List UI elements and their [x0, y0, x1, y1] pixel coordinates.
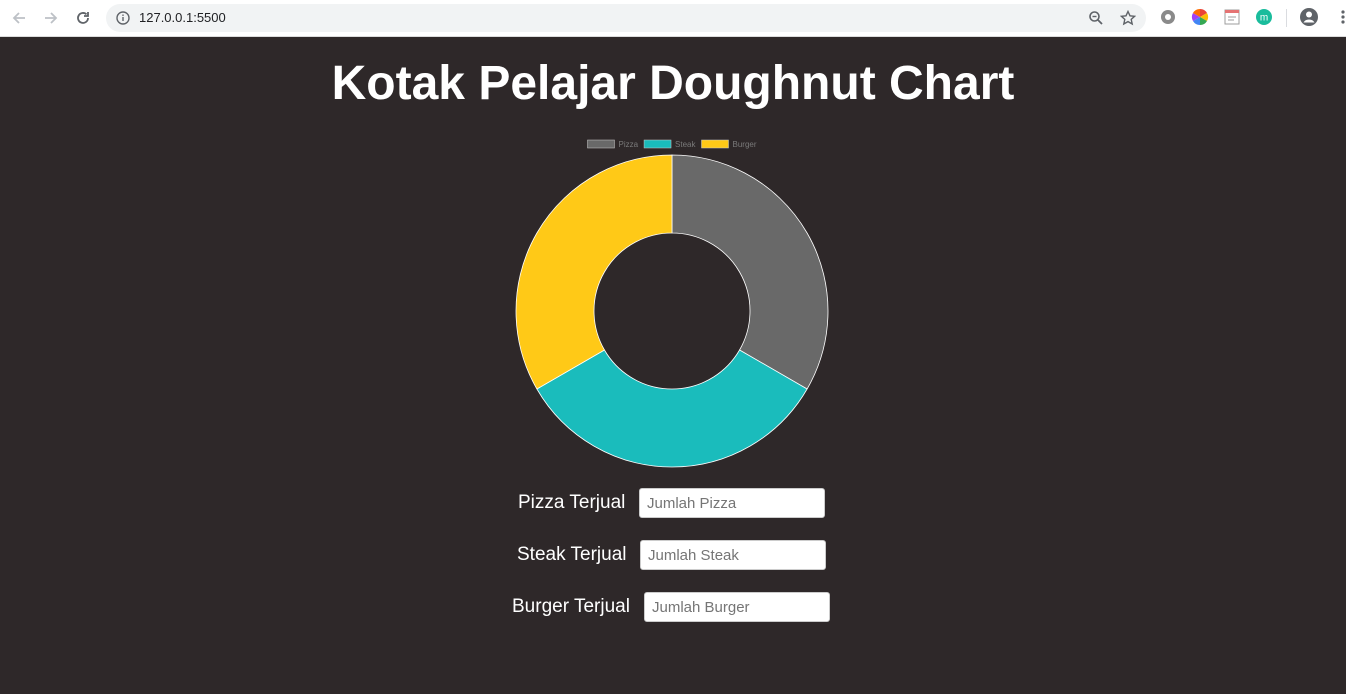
legend-swatch-steak[interactable] — [643, 139, 672, 149]
form-row-burger: Burger Terjual — [512, 592, 832, 624]
svg-text:m: m — [1260, 13, 1268, 24]
form-row-pizza: Pizza Terjual — [512, 488, 832, 520]
settings-extension-icon[interactable] — [1159, 8, 1177, 26]
more-menu-icon[interactable] — [1334, 8, 1346, 26]
doughnut-chart: Pizza Steak Burger — [500, 134, 844, 474]
pizza-input[interactable] — [639, 488, 825, 518]
page-title: Kotak Pelajar Doughnut Chart — [331, 57, 1015, 110]
slice-burger[interactable] — [515, 154, 673, 390]
legend-swatch-burger[interactable] — [701, 139, 729, 149]
pizza-label: Pizza Terjual — [518, 492, 626, 513]
notes-extension-icon[interactable] — [1223, 8, 1241, 26]
steak-label: Steak Terjual — [517, 544, 627, 565]
legend-swatch-pizza[interactable] — [587, 139, 615, 149]
zoom-icon[interactable] — [1088, 10, 1104, 26]
bookmark-star-icon[interactable] — [1120, 10, 1136, 26]
arrow-left-icon — [12, 12, 25, 24]
m-extension-icon[interactable]: m — [1255, 8, 1273, 26]
back-button[interactable] — [8, 7, 30, 29]
reload-button[interactable] — [72, 7, 94, 29]
forward-button[interactable] — [40, 7, 62, 29]
profile-avatar-icon[interactable] — [1299, 7, 1319, 27]
url-text: 127.0.0.1:5500 — [139, 10, 226, 25]
steak-input[interactable] — [640, 540, 826, 570]
reload-icon — [77, 12, 89, 24]
legend-label-steak[interactable]: Steak — [675, 140, 696, 149]
burger-label: Burger Terjual — [512, 596, 630, 617]
color-picker-extension-icon[interactable] — [1191, 8, 1209, 26]
burger-input[interactable] — [644, 592, 830, 622]
slice-steak[interactable] — [536, 349, 808, 468]
info-icon[interactable] — [116, 11, 130, 25]
form-row-steak: Steak Terjual — [512, 540, 832, 572]
toolbar-divider — [1286, 9, 1287, 27]
legend-label-burger[interactable]: Burger — [733, 140, 757, 149]
doughnut-chart-svg: Pizza Steak Burger — [515, 139, 829, 468]
legend-label-pizza[interactable]: Pizza — [618, 140, 638, 149]
address-bar[interactable]: 127.0.0.1:5500 — [106, 4, 1146, 32]
arrow-right-icon — [45, 12, 58, 24]
browser-toolbar: 127.0.0.1:5500 m — [0, 0, 1346, 37]
slice-pizza[interactable] — [671, 154, 829, 390]
